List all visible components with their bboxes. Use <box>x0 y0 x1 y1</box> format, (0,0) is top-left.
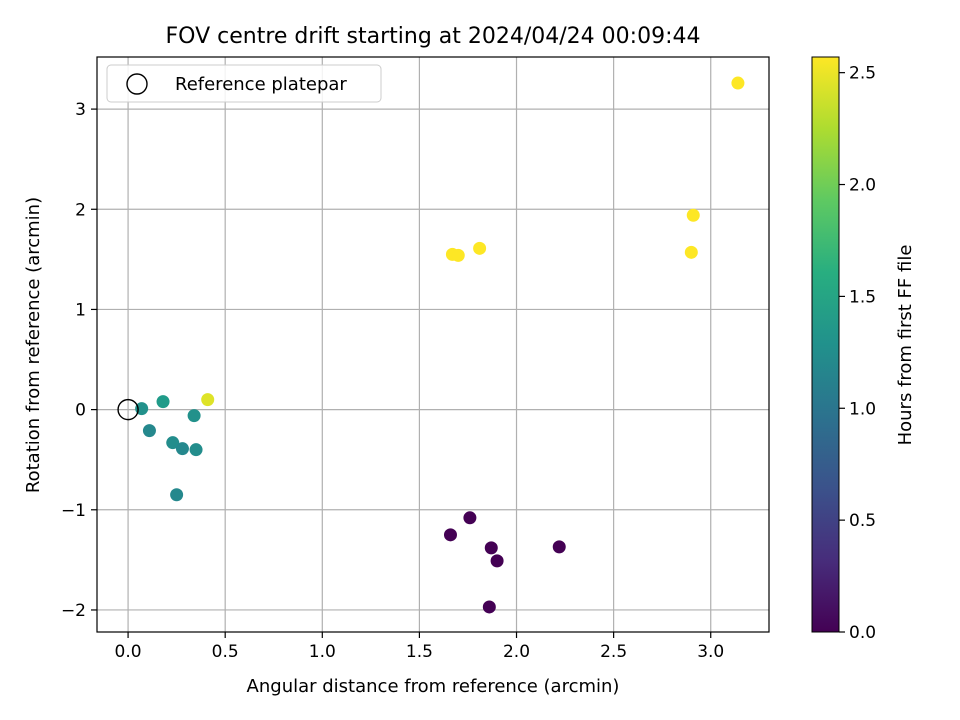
colorbar-tick-label: 1.0 <box>849 399 876 419</box>
chart-title: FOV centre drift starting at 2024/04/24 … <box>166 24 701 49</box>
colorbar-tick-label: 1.5 <box>849 287 876 307</box>
data-point <box>731 76 745 90</box>
colorbar <box>811 56 840 633</box>
data-point <box>201 393 215 407</box>
x-tick-label: 1.5 <box>406 642 433 662</box>
data-point <box>170 488 184 502</box>
y-tick-label: 2 <box>75 200 86 220</box>
legend-label: Reference platepar <box>175 74 347 95</box>
data-point <box>166 436 180 450</box>
data-point <box>463 511 477 525</box>
data-point <box>156 395 170 409</box>
colorbar-tick-label: 2.5 <box>849 64 876 84</box>
y-tick-label: 3 <box>75 100 86 120</box>
colorbar-tick-label: 0.0 <box>849 623 876 643</box>
data-point <box>490 554 504 568</box>
colorbar-label: Hours from first FF file <box>895 245 916 446</box>
data-point <box>473 241 487 255</box>
colorbar-tick-label: 2.0 <box>849 176 876 196</box>
y-tick-label: 0 <box>75 401 86 421</box>
y-tick-label: −2 <box>61 601 86 621</box>
y-axis-label: Rotation from reference (arcmin) <box>23 197 44 493</box>
reference-marker-layer <box>117 398 139 421</box>
x-tick-label: 2.0 <box>503 642 530 662</box>
y-axis-ticks: −2 −1 0 1 2 3 <box>61 100 97 621</box>
data-point <box>443 528 457 542</box>
data-point <box>189 443 203 457</box>
x-tick-label: 0.5 <box>212 642 239 662</box>
grid-lines <box>97 57 769 632</box>
data-point <box>187 409 201 423</box>
legend-box <box>106 64 382 103</box>
data-point <box>484 541 498 555</box>
y-tick-label: −1 <box>61 501 86 521</box>
data-points <box>135 76 745 614</box>
data-point <box>451 248 465 262</box>
x-axis-ticks: 0.0 0.5 1.0 1.5 2.0 2.5 3.0 <box>115 632 724 662</box>
x-tick-label: 0.0 <box>115 642 142 662</box>
colorbar-tick-label: 0.5 <box>849 511 876 531</box>
data-point <box>684 245 698 259</box>
data-point <box>142 424 156 438</box>
x-tick-label: 2.5 <box>600 642 627 662</box>
x-tick-label: 1.0 <box>309 642 336 662</box>
colorbar-ticks: 0.0 0.5 1.0 1.5 2.0 2.5 <box>839 64 876 643</box>
data-point <box>686 208 700 222</box>
legend-marker <box>126 73 148 95</box>
data-point <box>552 540 566 554</box>
plot-frame <box>96 56 770 633</box>
y-tick-label: 1 <box>75 300 86 320</box>
x-tick-label: 3.0 <box>697 642 724 662</box>
reference-platepar-marker <box>117 398 139 421</box>
data-point <box>482 600 496 614</box>
data-point <box>175 442 189 456</box>
x-axis-label: Angular distance from reference (arcmin) <box>247 676 620 697</box>
legend: Reference platepar <box>106 64 382 103</box>
